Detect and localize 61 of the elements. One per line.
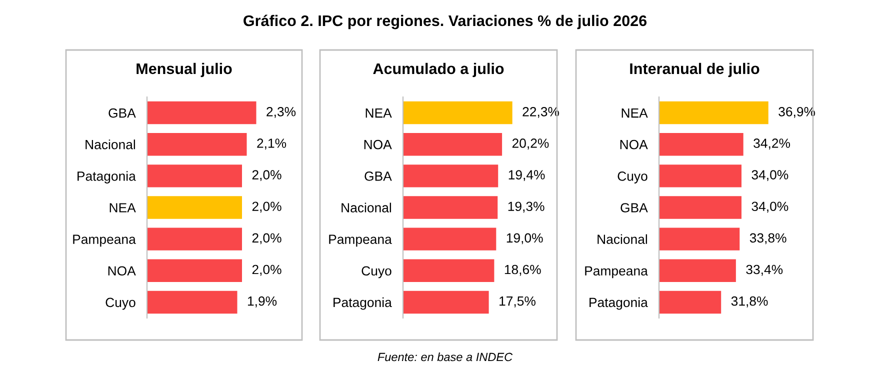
- y-tick-label: Cuyo: [106, 298, 136, 310]
- y-tick-label: GBA: [620, 203, 648, 212]
- data-label: 2,0%: [252, 264, 282, 276]
- data-label: 17,5%: [500, 296, 536, 308]
- data-label: 2,0%: [252, 202, 282, 213]
- y-tick-label: GBA: [364, 171, 392, 181]
- data-label: 20,2%: [512, 138, 549, 150]
- text: Gráfico 2. IPC por regiones. Variaciones % de julio 2026: [244, 14, 647, 30]
- data-label: 22,3%: [522, 106, 560, 118]
- bar: [403, 259, 494, 282]
- bar: [147, 228, 242, 250]
- y-tick-label: Cuyo: [618, 171, 648, 184]
- bar: [403, 164, 498, 188]
- data-label: 1,9%: [248, 296, 277, 308]
- y-tick-label: NEA: [366, 108, 392, 118]
- y-tick-label: Pampeana: [585, 266, 648, 278]
- y-tick-label: Patagonia: [78, 171, 136, 184]
- data-label: 33,8%: [750, 233, 786, 244]
- data-label: 2,3%: [266, 106, 296, 118]
- y-tick-label: Patagonia: [590, 297, 648, 310]
- bar: [147, 259, 242, 282]
- y-tick-label: GBA: [108, 108, 136, 118]
- y-tick-label: Nacional: [342, 202, 392, 212]
- data-label: 34,2%: [754, 138, 790, 150]
- y-tick-label: Cuyo: [362, 266, 392, 278]
- bar: [403, 101, 512, 124]
- bar: [147, 101, 256, 124]
- data-label: 18,6%: [504, 264, 541, 276]
- data-label: 19,4%: [508, 170, 545, 182]
- y-tick-label: Nacional: [86, 140, 136, 150]
- bar: [147, 196, 242, 219]
- bar: [147, 290, 238, 314]
- data-label: 33,4%: [746, 264, 783, 276]
- bar: [147, 132, 247, 156]
- bar: [403, 228, 496, 250]
- y-tick-label: Nacional: [598, 234, 648, 244]
- chart-title: Mensual julio: [136, 62, 232, 78]
- bar: [403, 290, 489, 314]
- y-tick-label: NOA: [108, 266, 136, 276]
- y-tick-label: NEA: [110, 203, 136, 212]
- data-label: 19,0%: [506, 233, 543, 244]
- chart-title: Interanual de julio: [630, 62, 760, 78]
- chart-title: Acumulado a julio: [373, 62, 504, 78]
- y-tick-label: NOA: [364, 140, 392, 150]
- data-label: 2,0%: [252, 170, 282, 182]
- y-tick-label: Pampeana: [329, 234, 392, 247]
- y-tick-label: Patagonia: [334, 297, 392, 310]
- y-tick-label: NOA: [620, 140, 648, 150]
- data-label: 19,3%: [508, 202, 544, 213]
- data-label: 34,0%: [752, 202, 788, 213]
- data-label: 2,1%: [257, 138, 286, 150]
- bar: [147, 164, 242, 188]
- data-label: 36,9%: [778, 106, 816, 118]
- data-label: 31,8%: [731, 296, 768, 308]
- source-note: Fuente: en base a INDEC: [378, 352, 513, 362]
- data-label: 2,0%: [252, 233, 282, 244]
- bar: [403, 196, 498, 219]
- bar: [403, 132, 502, 156]
- y-tick-label: Pampeana: [73, 234, 136, 247]
- data-label: 34,0%: [752, 170, 788, 182]
- y-tick-label: NEA: [622, 108, 648, 118]
